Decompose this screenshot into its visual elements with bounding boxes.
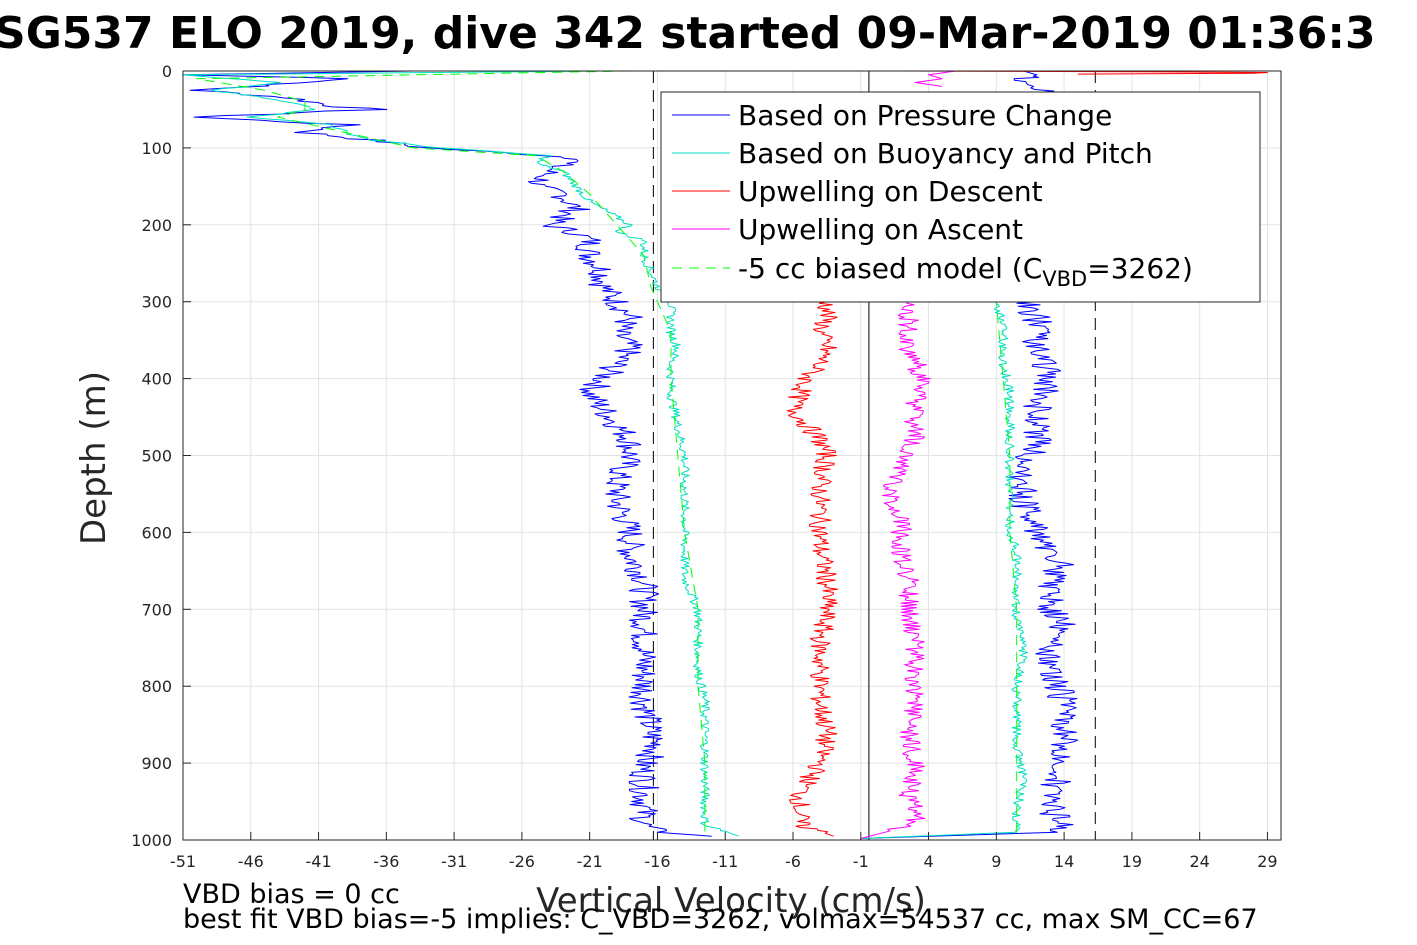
x-axis-label: Vertical Velocity (cm/s)	[536, 881, 926, 921]
y-tick-label: 800	[141, 677, 172, 696]
footer-line-2: best fit VBD bias=-5 implies: C_VBD=3262…	[183, 904, 1258, 935]
series-line-upwelling-on-ascent-deep	[860, 301, 931, 839]
chart-title: SG537 ELO 2019, dive 342 started 09-Mar-…	[0, 8, 1376, 59]
series-line-based-on-pressure-change-descent	[182, 70, 712, 837]
x-tick-label: -1	[853, 852, 869, 871]
x-tick-label: -26	[509, 852, 535, 871]
x-tick-label: -51	[170, 852, 196, 871]
y-tick-label: 500	[141, 447, 172, 466]
y-axis-ticks: 0 100 200 300 400 500 600 700 800 900 1000	[131, 62, 191, 850]
legend-label-model-end: =3262)	[1087, 252, 1193, 285]
x-tick-label: -21	[577, 852, 603, 871]
y-tick-label: 600	[141, 523, 172, 542]
y-tick-label: 200	[141, 216, 172, 235]
x-tick-label: -41	[305, 852, 331, 871]
y-tick-label: 100	[141, 139, 172, 158]
y-tick-label: 700	[141, 600, 172, 619]
series-line-upwelling-on-descent-surface	[901, 70, 1268, 75]
legend-label-model-sub: VBD	[1042, 267, 1087, 291]
series-line-based-on-buoyancy-and-pitch-descent	[182, 70, 739, 837]
y-tick-label: 1000	[131, 831, 172, 850]
x-tick-label: -16	[644, 852, 670, 871]
legend-label-pressure: Based on Pressure Change	[738, 99, 1112, 132]
x-tick-label: -36	[373, 852, 399, 871]
y-tick-label: 300	[141, 293, 172, 312]
series-line-5-cc-biased-model-c-vbd-3262-descent	[196, 70, 706, 833]
series-line-based-on-buoyancy-and-pitch-ascent	[860, 301, 1028, 839]
legend: Based on Pressure Change Based on Buoyan…	[660, 91, 1261, 303]
y-axis-label: Depth (m)	[74, 371, 114, 545]
x-axis-ticks: -51 -46 -41 -36 -31 -26 -21 -16 -11 -6 -1 4 9 14 19 24 2…	[170, 832, 1278, 871]
x-tick-label: 4	[923, 852, 933, 871]
x-tick-label: 14	[1054, 852, 1074, 871]
x-tick-label: 24	[1189, 852, 1209, 871]
x-tick-label: -46	[238, 852, 264, 871]
x-tick-label: -6	[785, 852, 801, 871]
x-tick-label: 19	[1122, 852, 1142, 871]
legend-label-buoyancy: Based on Buoyancy and Pitch	[738, 137, 1153, 170]
y-tick-label: 900	[141, 754, 172, 773]
legend-label-model-main: -5 cc biased model (C	[738, 252, 1042, 285]
legend-label-descent: Upwelling on Descent	[738, 175, 1043, 208]
y-tick-label: 0	[162, 62, 172, 81]
legend-label-ascent: Upwelling on Ascent	[738, 213, 1023, 246]
series-line-upwelling-on-descent-deep	[786, 301, 839, 837]
footer-line-1: VBD bias = 0 cc	[183, 879, 400, 910]
series-line-upwelling-on-ascent-surface	[914, 70, 956, 87]
x-tick-label: -11	[712, 852, 738, 871]
series-line-5-cc-biased-model-c-vbd-3262-ascent	[995, 301, 1018, 833]
legend-box	[660, 91, 1261, 303]
x-tick-label: 9	[991, 852, 1001, 871]
x-tick-label: 29	[1257, 852, 1277, 871]
x-tick-label: -31	[441, 852, 467, 871]
legend-label-model: -5 cc biased model (CVBD=3262)	[738, 252, 1193, 291]
series-group	[182, 70, 1268, 839]
y-tick-label: 400	[141, 370, 172, 389]
